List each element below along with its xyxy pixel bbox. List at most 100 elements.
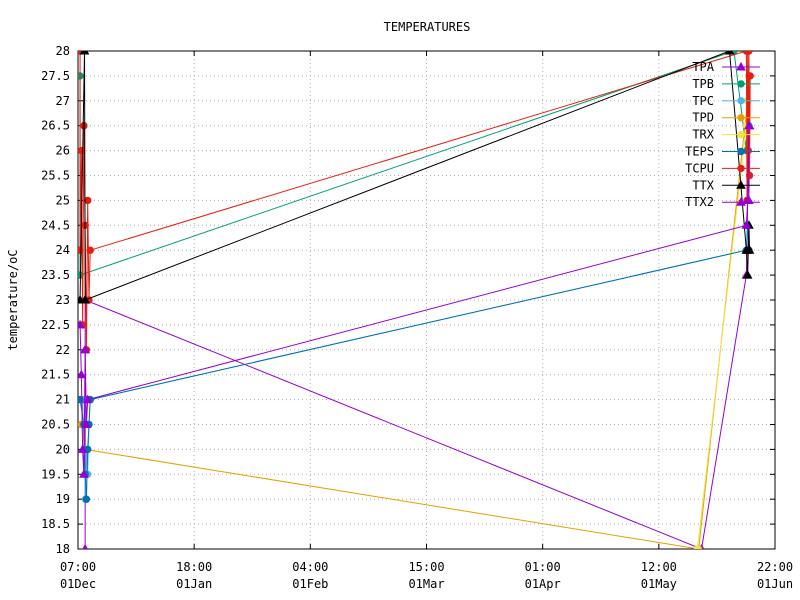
y-tick-label: 21.5 xyxy=(41,368,70,382)
legend-label-trx: TRX xyxy=(692,128,714,142)
y-tick-label: 18.5 xyxy=(41,517,70,531)
y-tick-label: 25 xyxy=(56,193,70,207)
legend-marker-tpb xyxy=(737,80,745,88)
y-tick-label: 26 xyxy=(56,144,70,158)
legend-marker-ttx2 xyxy=(736,197,746,206)
x-axis: 07:00 01Dec 18:00 01Jan 04:00 01Feb 15:00 01Mar… xyxy=(60,51,793,591)
y-tick-label: 23 xyxy=(56,293,70,307)
legend-item-ttx2: TTX2 xyxy=(685,195,760,209)
legend-item-tpc: TPC xyxy=(692,94,760,108)
x-tick-label-date: 01Feb xyxy=(292,577,328,591)
data-point-ttx2 xyxy=(81,419,92,428)
x-tick-label-time: 07:00 xyxy=(60,560,96,574)
data-point-teps xyxy=(82,495,91,503)
data-point-tcpu xyxy=(86,246,94,254)
legend-item-teps: TEPS xyxy=(685,145,760,159)
legend-label-teps: TEPS xyxy=(685,145,714,159)
data-point-trx xyxy=(693,545,702,549)
legend-label-tpd: TPD xyxy=(692,111,714,125)
data-point-ttx2 xyxy=(78,444,88,453)
legend-marker-teps xyxy=(737,147,745,156)
legend-label-tpc: TPC xyxy=(692,94,714,108)
data-point-tcpu xyxy=(745,51,753,55)
x-tick-label-date: 01Dec xyxy=(60,577,96,591)
series-line-tpa xyxy=(84,125,751,549)
y-tick-label: 22 xyxy=(56,343,70,357)
legend-item-tcpu: TCPU xyxy=(685,161,760,175)
legend-label-tcpu: TCPU xyxy=(685,161,714,175)
series-tpb xyxy=(78,51,753,279)
x-tick-label-time: 15:00 xyxy=(408,560,444,574)
legend-marker-tpc xyxy=(737,97,745,105)
data-point-ttx xyxy=(724,51,735,55)
data-point-ttx2 xyxy=(78,319,85,329)
data-point-tcpu xyxy=(84,196,92,205)
legend-label-tpa: TPA xyxy=(692,60,714,74)
data-point-tcpu xyxy=(80,122,88,130)
data-point-ttx xyxy=(79,51,90,55)
data-point-ttx2 xyxy=(744,120,754,130)
y-tick-label: 20.5 xyxy=(41,418,70,432)
data-point-tcpu xyxy=(78,146,86,155)
legend-label-ttx: TTX xyxy=(692,178,714,192)
data-point-ttx2 xyxy=(742,195,753,204)
legend-item-tpa: TPA xyxy=(692,60,760,74)
chart-grid xyxy=(78,51,775,549)
data-point-ttx xyxy=(744,245,755,254)
x-tick-label-time: 12:00 xyxy=(641,560,677,574)
y-tick-label: 24 xyxy=(56,243,70,257)
y-axis: 18 18.5 19 19.5 20 20.5 21 21.5 22 22.5 23 23.5 24 24… xyxy=(41,44,775,556)
y-tick-label: 18 xyxy=(56,542,70,556)
legend-marker-trx xyxy=(737,130,745,139)
legend-item-trx: TRX xyxy=(692,128,760,142)
legend-marker-tcpu xyxy=(737,164,745,173)
data-point-tcpu xyxy=(745,171,754,180)
data-point-ttx2 xyxy=(741,220,752,229)
y-tick-label: 27 xyxy=(56,94,70,108)
legend: TPA TPB TPC TPD TRX TEPS TCPU TTX TTX2 xyxy=(685,60,760,209)
legend-item-tpd: TPD xyxy=(692,111,760,125)
y-tick-label: 21 xyxy=(56,393,70,407)
y-tick-label: 22.5 xyxy=(41,318,70,332)
data-point-tpa xyxy=(82,543,89,549)
y-tick-label: 25.5 xyxy=(41,169,70,183)
data-point-ttx2 xyxy=(78,369,87,379)
y-tick-label: 28 xyxy=(56,44,70,58)
legend-item-tpb: TPB xyxy=(692,77,760,91)
x-tick-label-date: 01Mar xyxy=(408,577,444,591)
data-point-ttx2 xyxy=(80,344,91,354)
y-tick-label: 19 xyxy=(56,492,70,506)
series-line-tpb xyxy=(79,51,750,276)
y-tick-label: 27.5 xyxy=(41,69,70,83)
legend-marker-tpa xyxy=(736,61,746,71)
legend-marker-ttx xyxy=(736,180,746,189)
series-tpa xyxy=(80,120,755,549)
y-axis-label: temperature/oC xyxy=(6,249,20,350)
x-tick-label-date: 01Jun xyxy=(757,577,793,591)
legend-label-ttx2: TTX2 xyxy=(685,195,714,209)
chart-title: TEMPERATURES xyxy=(384,20,471,34)
y-tick-label: 19.5 xyxy=(41,467,70,481)
y-tick-label: 23.5 xyxy=(41,268,70,282)
data-point-tcpu xyxy=(746,72,754,80)
series-ttx2 xyxy=(78,120,754,478)
x-tick-label-date: 01May xyxy=(641,577,677,591)
x-tick-label-date: 01Jan xyxy=(176,577,212,591)
x-tick-label-date: 01Apr xyxy=(525,577,561,591)
x-tick-label-time: 18:00 xyxy=(176,560,212,574)
legend-marker-tpd xyxy=(737,114,745,122)
data-point-ttx xyxy=(80,294,91,304)
data-point-ttx xyxy=(742,270,753,279)
data-point-ttx2 xyxy=(82,394,93,404)
series-line-tcpu xyxy=(79,51,751,350)
legend-item-ttx: TTX xyxy=(692,178,760,192)
y-tick-label: 24.5 xyxy=(41,218,70,232)
x-tick-label-time: 01:00 xyxy=(525,560,561,574)
x-tick-label-time: 22:00 xyxy=(757,560,793,574)
y-tick-label: 20 xyxy=(56,442,70,456)
series-line-ttx2 xyxy=(79,125,750,475)
data-point-ttx2 xyxy=(79,469,89,478)
y-tick-label: 26.5 xyxy=(41,119,70,133)
series-tpc xyxy=(78,221,753,503)
